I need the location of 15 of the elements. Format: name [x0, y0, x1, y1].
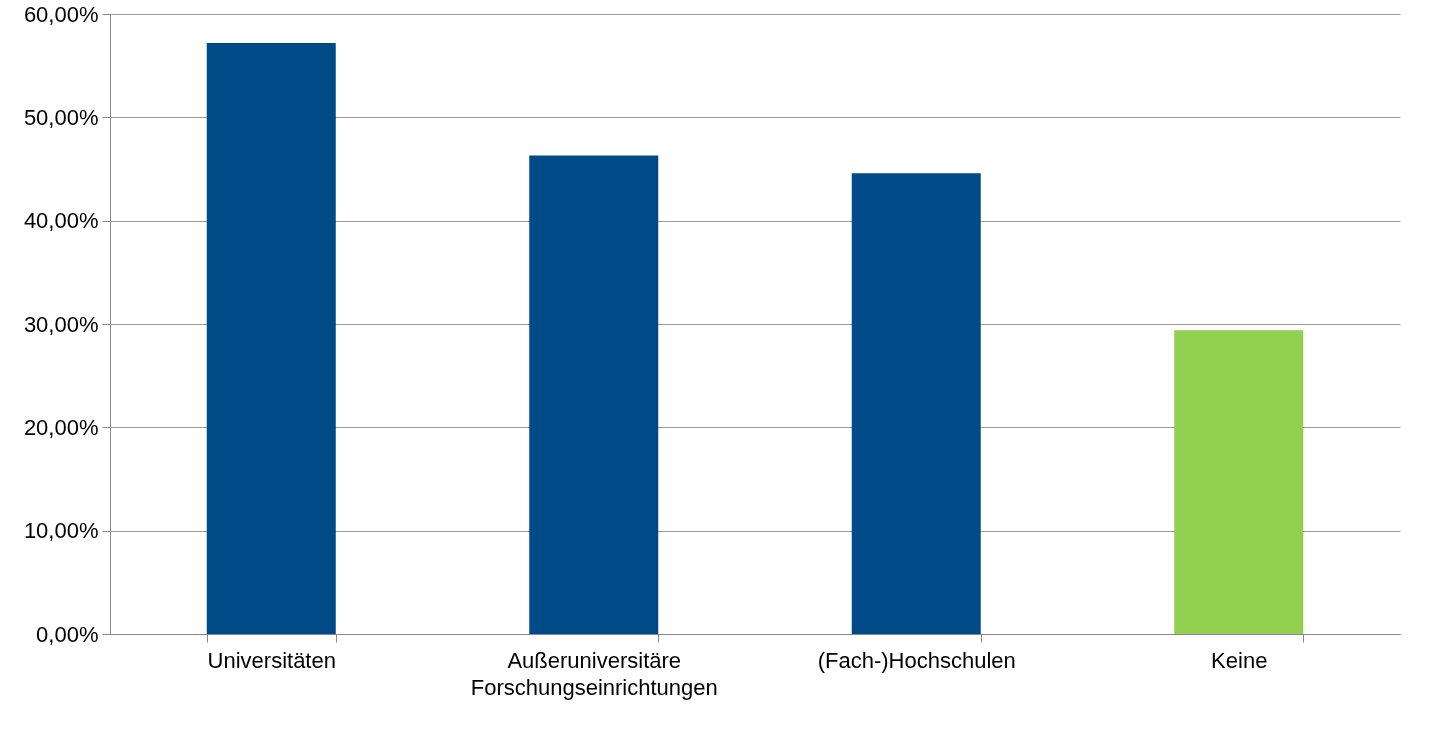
- x-tick-label: Außeruniversitäre Forschungseinrichtungen: [470, 647, 718, 700]
- bar: [206, 42, 336, 634]
- bar: [851, 173, 981, 634]
- x-tick-label: Keine: [1211, 647, 1268, 673]
- x-tick-label: Universitäten: [207, 647, 336, 673]
- y-tick-label: 0,00%: [36, 621, 99, 647]
- y-tick-label: 40,00%: [23, 208, 99, 234]
- y-tick-label: 30,00%: [23, 311, 99, 337]
- y-tick-label: 50,00%: [23, 104, 99, 130]
- y-tick-label: 20,00%: [23, 414, 99, 440]
- bar: [529, 155, 659, 634]
- bar: [1174, 330, 1304, 634]
- y-tick-label: 60,00%: [23, 1, 99, 27]
- y-tick-label: 10,00%: [23, 518, 99, 544]
- x-tick-label: (Fach-)Hochschulen: [817, 647, 1016, 673]
